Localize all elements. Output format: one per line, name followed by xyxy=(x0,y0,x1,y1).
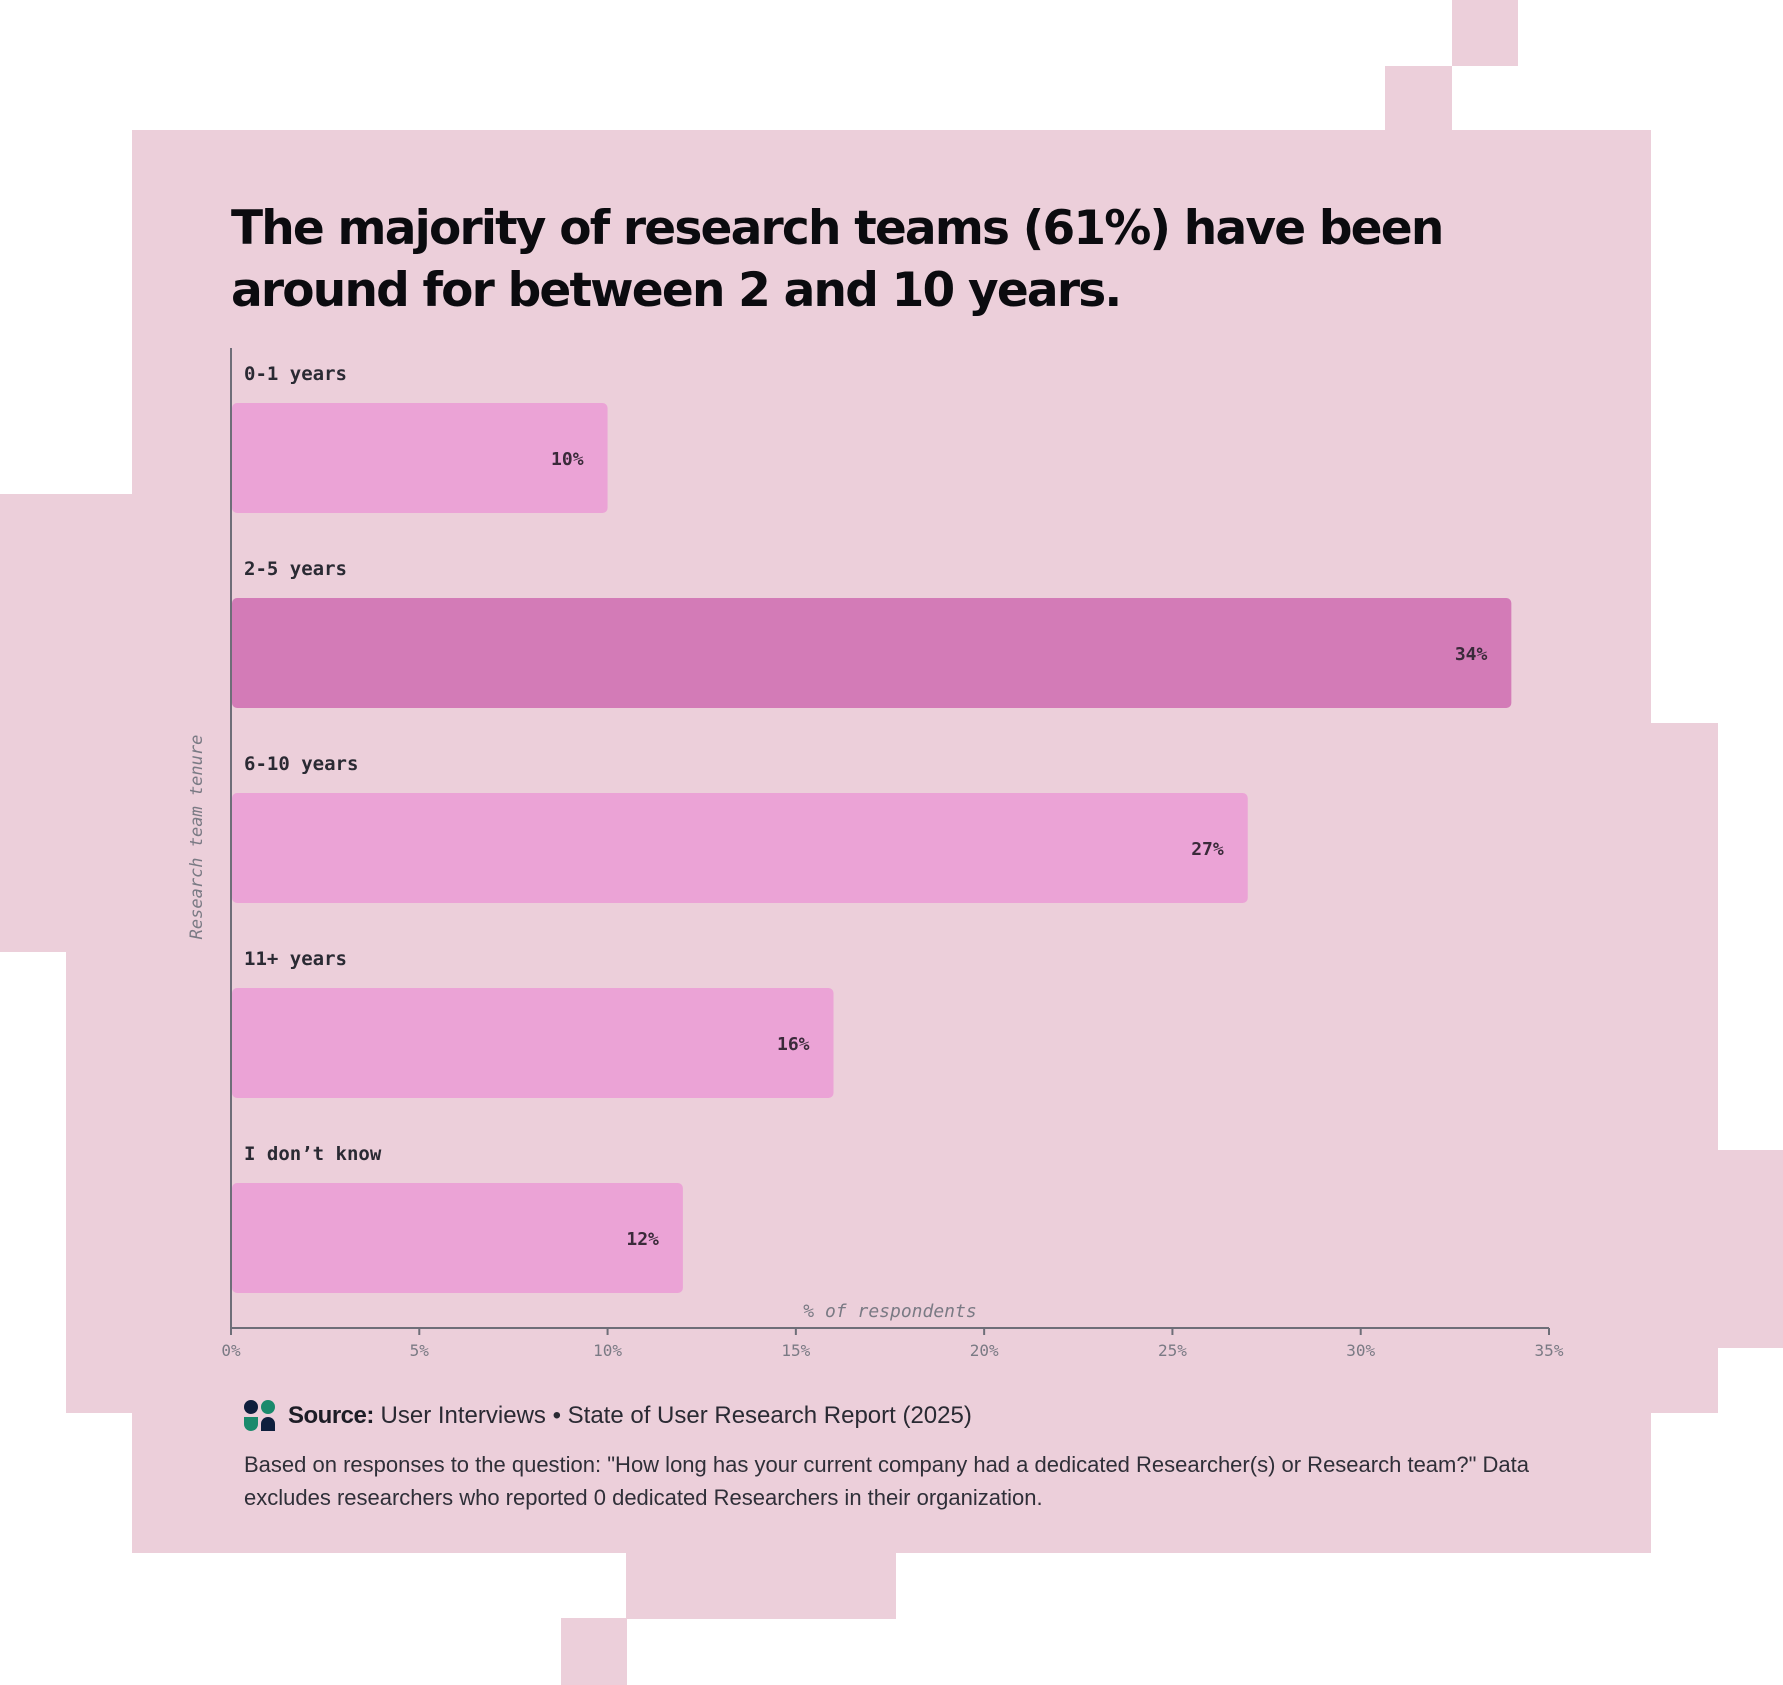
bar xyxy=(232,988,834,1098)
decor-block xyxy=(66,950,134,1413)
x-tick-label: 25% xyxy=(1158,1341,1187,1360)
decor-block xyxy=(0,494,134,952)
category-label: 0-1 years xyxy=(244,363,347,385)
decor-block xyxy=(561,1618,627,1685)
user-interviews-logo-icon xyxy=(244,1400,276,1432)
footnote: Based on responses to the question: "How… xyxy=(244,1452,1529,1510)
x-tick-label: 10% xyxy=(593,1341,622,1360)
bar xyxy=(232,403,608,513)
decor-block xyxy=(1452,0,1518,66)
bar xyxy=(232,793,1248,903)
data-label: 34% xyxy=(1455,644,1488,665)
data-label: 10% xyxy=(551,449,584,470)
decor-block xyxy=(626,1552,896,1619)
category-label: I don’t know xyxy=(244,1143,382,1165)
x-tick-label: 30% xyxy=(1346,1341,1375,1360)
y-axis-title: Research team tenure xyxy=(187,735,207,940)
category-label: 2-5 years xyxy=(244,558,347,580)
chart-title: The majority of research teams (61%) hav… xyxy=(231,201,1444,318)
category-label: 11+ years xyxy=(244,948,347,970)
x-axis-title: % of respondents xyxy=(803,1301,976,1322)
x-tick-label: 5% xyxy=(410,1341,430,1360)
source-label: Source: xyxy=(288,1402,374,1429)
x-tick-label: 0% xyxy=(221,1341,241,1360)
decor-block xyxy=(1716,1150,1783,1348)
x-tick-label: 15% xyxy=(781,1341,810,1360)
x-tick-label: 20% xyxy=(970,1341,999,1360)
bar xyxy=(232,598,1512,708)
category-label: 6-10 years xyxy=(244,753,358,775)
decor-block xyxy=(1650,723,1718,1413)
decor-block xyxy=(1385,66,1452,132)
source-text: User Interviews • State of User Research… xyxy=(380,1402,972,1429)
data-label: 12% xyxy=(626,1229,659,1250)
x-tick-label: 35% xyxy=(1535,1341,1564,1360)
data-label: 27% xyxy=(1191,839,1224,860)
bar xyxy=(232,1183,683,1293)
data-label: 16% xyxy=(777,1034,810,1055)
source-line: Source: User Interviews • State of User … xyxy=(244,1396,972,1436)
